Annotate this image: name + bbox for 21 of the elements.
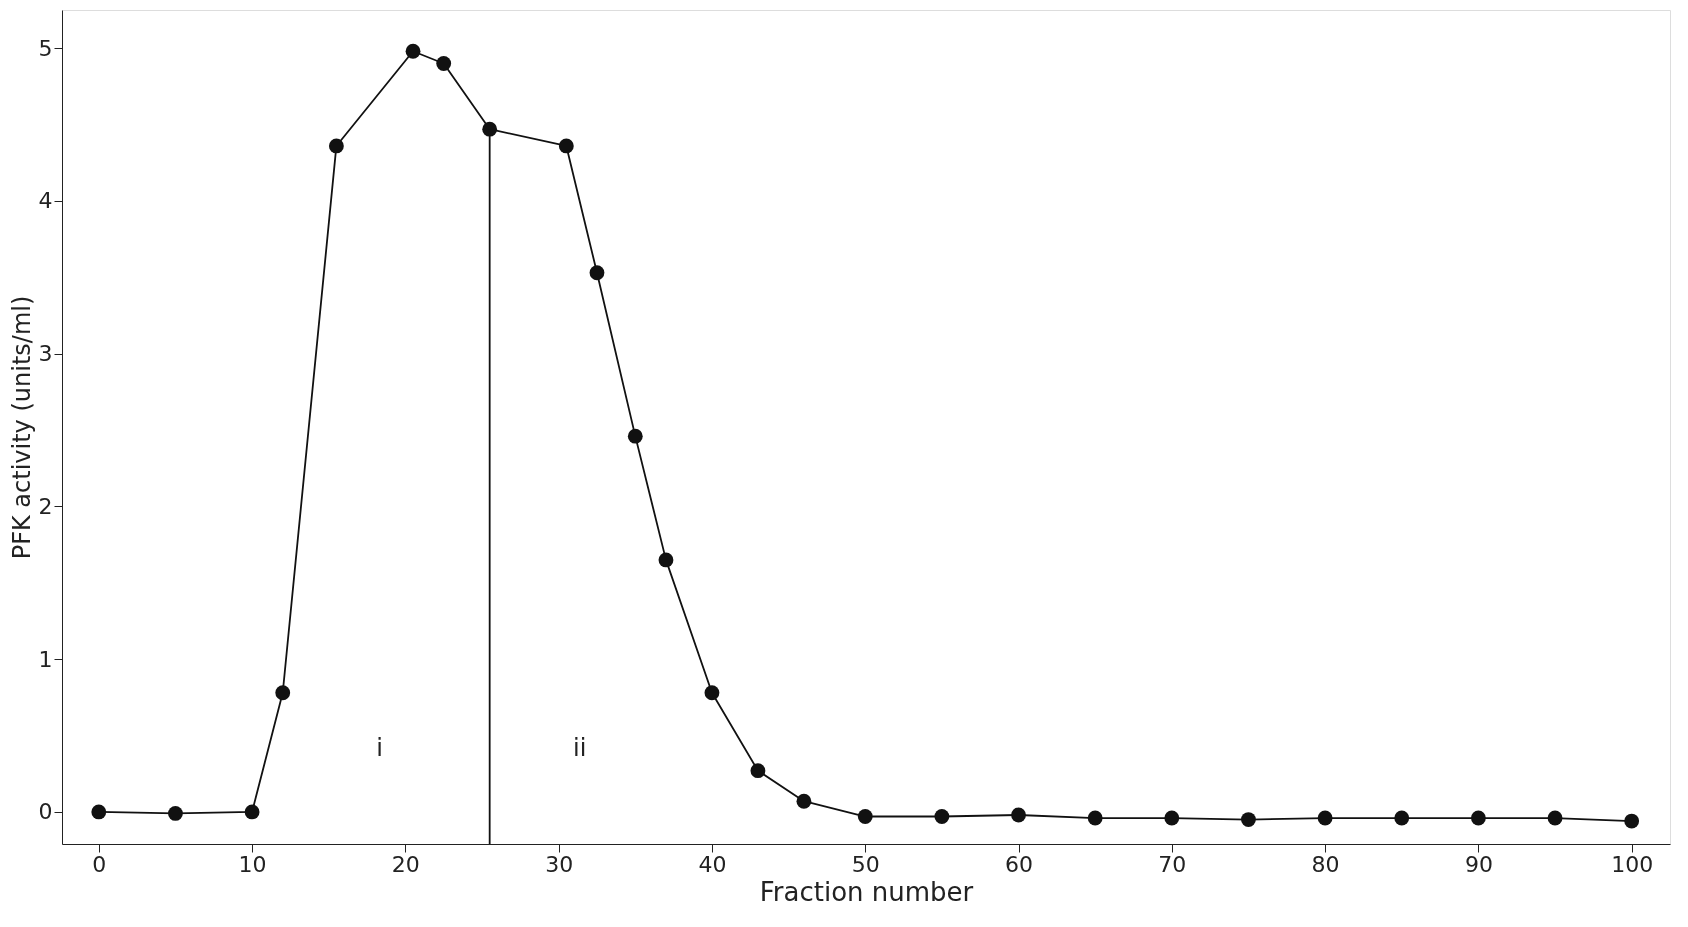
x-tick-label: 70 bbox=[1158, 851, 1187, 877]
y-tick-label: 2 bbox=[38, 493, 53, 519]
y-axis-title: PFK activity (units/ml) bbox=[7, 295, 36, 560]
x-tick-label: 40 bbox=[698, 851, 727, 877]
x-tick-label: 100 bbox=[1611, 851, 1654, 877]
y-tick-label: 1 bbox=[38, 646, 53, 672]
annotation: i bbox=[376, 734, 384, 762]
annotation: ii bbox=[573, 734, 587, 762]
x-tick-label: 50 bbox=[851, 851, 880, 877]
x-tick-label: 30 bbox=[545, 851, 574, 877]
y-tick-label: 4 bbox=[38, 188, 53, 214]
y-tick-label: 3 bbox=[38, 341, 53, 367]
x-tick-label: 0 bbox=[92, 851, 107, 877]
x-tick-label: 90 bbox=[1464, 851, 1493, 877]
x-tick-label: 60 bbox=[1005, 851, 1034, 877]
x-tick-label: 80 bbox=[1311, 851, 1340, 877]
y-tick-label: 0 bbox=[38, 799, 53, 825]
x-tick-label: 20 bbox=[391, 851, 420, 877]
y-tick-label: 5 bbox=[38, 35, 53, 61]
x-axis-title: Fraction number bbox=[759, 876, 974, 907]
x-tick-label: 10 bbox=[238, 851, 267, 877]
